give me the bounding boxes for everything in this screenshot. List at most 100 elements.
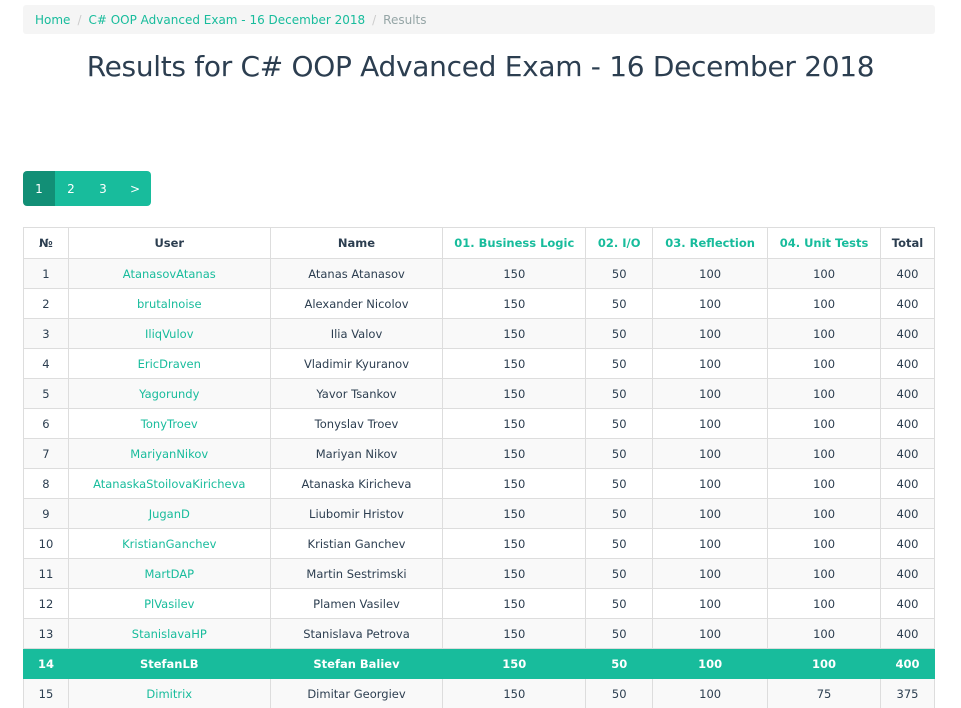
cell-business-logic: 150 (442, 678, 587, 708)
cell-name: Mariyan Nikov (269, 438, 444, 469)
cell-business-logic: 150 (442, 588, 587, 619)
cell-user-link[interactable]: MartDAP (67, 558, 271, 589)
cell-total: 400 (880, 348, 935, 379)
breadcrumb-home-link[interactable]: Home (35, 12, 71, 27)
breadcrumb-separator: / (372, 12, 377, 27)
cell-user-link[interactable]: Yagorundy (67, 378, 271, 409)
table-row: 11 MartDAP Martin Sestrimski 150 50 100 100 400 (23, 558, 935, 589)
cell-rank: 8 (23, 468, 69, 499)
cell-unit-tests: 100 (767, 528, 881, 559)
results-table: № User Name 01. Business Logic 02. I/O 0… (23, 227, 935, 708)
header-task-business-logic[interactable]: 01. Business Logic (442, 227, 587, 259)
cell-business-logic: 150 (442, 438, 587, 469)
cell-name: Atanaska Kiricheva (269, 468, 444, 499)
cell-io: 50 (585, 618, 654, 649)
cell-user-link[interactable]: AtanaskaStoilovaKiricheva (67, 468, 271, 499)
cell-user-link[interactable]: JuganD (67, 498, 271, 529)
table-row: 9 JuganD Liubomir Hristov 150 50 100 100 400 (23, 498, 935, 529)
cell-total: 400 (880, 498, 935, 529)
cell-business-logic: 150 (442, 408, 587, 439)
table-row: 14 StefanLB Stefan Baliev 150 50 100 100 400 (23, 648, 935, 679)
header-user: User (67, 227, 271, 259)
table-row: 15 Dimitrix Dimitar Georgiev 150 50 100 75 375 (23, 678, 935, 708)
cell-user-link[interactable]: brutalnoise (67, 288, 271, 319)
cell-business-logic: 150 (442, 258, 587, 289)
cell-total: 375 (880, 678, 935, 708)
cell-io: 50 (585, 678, 654, 708)
cell-rank: 5 (23, 378, 69, 409)
cell-unit-tests: 100 (767, 558, 881, 589)
cell-rank: 3 (23, 318, 69, 349)
table-row: 8 AtanaskaStoilovaKiricheva Atanaska Kiric… (23, 468, 935, 499)
cell-reflection: 100 (652, 618, 769, 649)
cell-user-link[interactable]: EricDraven (67, 348, 271, 379)
cell-user-link[interactable]: StefanLB (67, 648, 271, 679)
pagination-page-2[interactable]: 2 (55, 171, 87, 206)
cell-business-logic: 150 (442, 648, 587, 679)
table-row: 5 Yagorundy Yavor Tsankov 150 50 100 100 400 (23, 378, 935, 409)
cell-io: 50 (585, 318, 654, 349)
cell-reflection: 100 (652, 408, 769, 439)
cell-reflection: 100 (652, 438, 769, 469)
header-task-io[interactable]: 02. I/O (585, 227, 654, 259)
cell-name: Atanas Atanasov (269, 258, 444, 289)
cell-rank: 9 (23, 498, 69, 529)
cell-total: 400 (880, 528, 935, 559)
cell-user-link[interactable]: IliqVulov (67, 318, 271, 349)
cell-rank: 14 (23, 648, 69, 679)
breadcrumb-contest-link[interactable]: C# OOP Advanced Exam - 16 December 2018 (88, 12, 366, 27)
pagination-next-button[interactable]: > (119, 171, 151, 206)
table-row: 3 IliqVulov Ilia Valov 150 50 100 100 400 (23, 318, 935, 349)
cell-business-logic: 150 (442, 318, 587, 349)
cell-name: Stefan Baliev (269, 648, 444, 679)
cell-unit-tests: 100 (767, 438, 881, 469)
header-task-reflection[interactable]: 03. Reflection (652, 227, 769, 259)
cell-total: 400 (880, 618, 935, 649)
cell-user-link[interactable]: AtanasovAtanas (67, 258, 271, 289)
cell-reflection: 100 (652, 378, 769, 409)
cell-unit-tests: 75 (767, 678, 881, 708)
cell-total: 400 (880, 408, 935, 439)
cell-unit-tests: 100 (767, 498, 881, 529)
cell-name: Plamen Vasilev (269, 588, 444, 619)
cell-reflection: 100 (652, 678, 769, 708)
cell-total: 400 (880, 258, 935, 289)
cell-reflection: 100 (652, 258, 769, 289)
page-title: Results for C# OOP Advanced Exam - 16 De… (86, 50, 875, 83)
cell-user-link[interactable]: Dimitrix (67, 678, 271, 708)
table-row: 13 StanislavaHP Stanislava Petrova 150 50 100… (23, 618, 935, 649)
pagination: 1 2 3 > (23, 171, 151, 206)
cell-name: Liubomir Hristov (269, 498, 444, 529)
cell-reflection: 100 (652, 528, 769, 559)
cell-rank: 15 (23, 678, 69, 708)
breadcrumb-separator: / (77, 12, 82, 27)
cell-reflection: 100 (652, 498, 769, 529)
cell-user-link[interactable]: TonyTroev (67, 408, 271, 439)
cell-name: Vladimir Kyuranov (269, 348, 444, 379)
cell-io: 50 (585, 438, 654, 469)
cell-rank: 11 (23, 558, 69, 589)
cell-reflection: 100 (652, 288, 769, 319)
cell-user-link[interactable]: PlVasilev (67, 588, 271, 619)
cell-business-logic: 150 (442, 618, 587, 649)
cell-rank: 13 (23, 618, 69, 649)
cell-rank: 6 (23, 408, 69, 439)
cell-total: 400 (880, 288, 935, 319)
cell-unit-tests: 100 (767, 258, 881, 289)
table-row: 1 AtanasovAtanas Atanas Atanasov 150 50 100 10… (23, 258, 935, 289)
cell-io: 50 (585, 408, 654, 439)
pagination-page-1[interactable]: 1 (23, 171, 55, 206)
header-task-unit-tests[interactable]: 04. Unit Tests (767, 227, 881, 259)
pagination-page-3[interactable]: 3 (87, 171, 119, 206)
cell-user-link[interactable]: StanislavaHP (67, 618, 271, 649)
cell-business-logic: 150 (442, 528, 587, 559)
cell-io: 50 (585, 468, 654, 499)
cell-name: Ilia Valov (269, 318, 444, 349)
cell-rank: 4 (23, 348, 69, 379)
cell-rank: 7 (23, 438, 69, 469)
cell-user-link[interactable]: KristianGanchev (67, 528, 271, 559)
cell-user-link[interactable]: MariyanNikov (67, 438, 271, 469)
breadcrumb-current: Results (383, 12, 427, 27)
cell-reflection: 100 (652, 648, 769, 679)
cell-business-logic: 150 (442, 348, 587, 379)
